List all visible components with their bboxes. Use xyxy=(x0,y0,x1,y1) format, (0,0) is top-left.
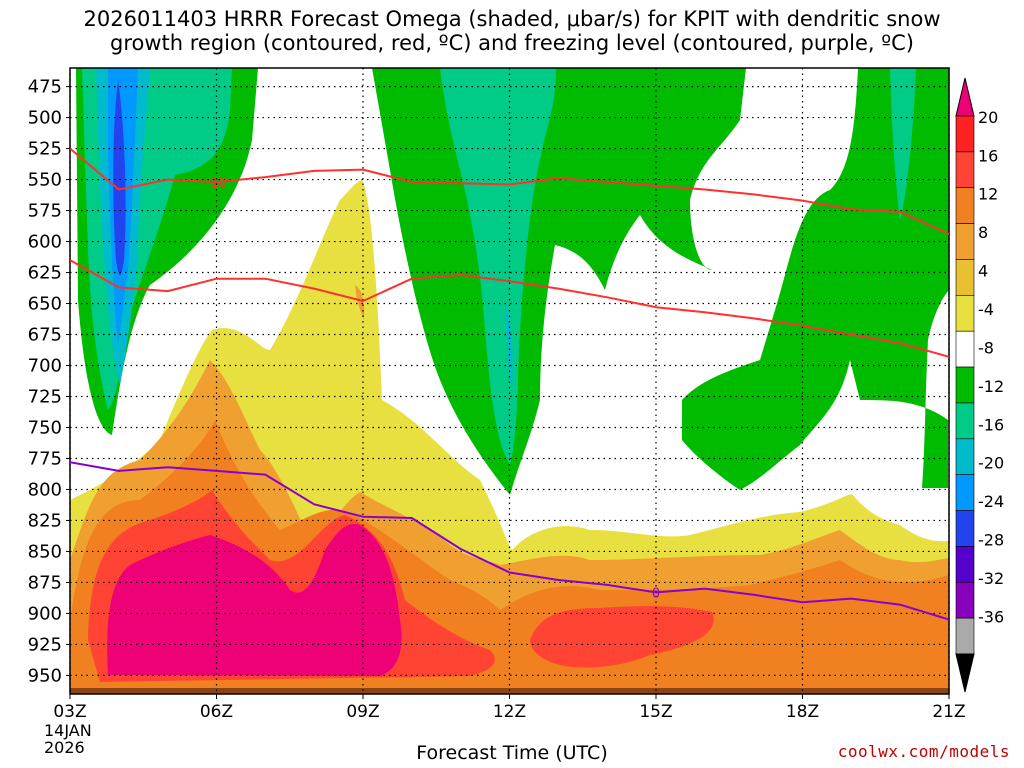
colorbar-swatch xyxy=(955,295,975,332)
colorbar-label: 16 xyxy=(978,146,998,165)
y-tick-label: 825 xyxy=(28,510,62,531)
x-tick-label: 06Z xyxy=(200,702,233,722)
colorbar-label: -8 xyxy=(978,338,994,357)
omega-colorbar: 20 16 12 8 4 -4 -8 -12 -16 -20 -24 -28 -32 -36 xyxy=(955,77,1004,693)
start-date-day: 14JAN xyxy=(44,721,92,740)
colorbar-label: 12 xyxy=(978,185,998,204)
x-tick-label: 12Z xyxy=(493,702,526,722)
colorbar-label: -20 xyxy=(978,454,1004,473)
colorbar-label: -4 xyxy=(978,300,994,319)
grid-lines xyxy=(69,68,950,694)
colorbar-swatch xyxy=(955,581,975,619)
y-tick-label: 900 xyxy=(28,603,62,624)
x-tick-label: 03Z xyxy=(53,702,86,722)
y-tick-label: 850 xyxy=(28,541,62,562)
y-tick-label: 950 xyxy=(28,665,62,686)
colorbar-label: -12 xyxy=(978,377,1004,396)
colorbar-swatch xyxy=(955,187,975,224)
colorbar-swatch xyxy=(955,402,975,440)
y-tick-label: 775 xyxy=(28,448,62,469)
colorbar-top-arrow xyxy=(955,77,975,117)
y-tick-label: 525 xyxy=(28,139,62,160)
y-tick-label: 800 xyxy=(28,479,62,500)
omega-band-minus4-right xyxy=(682,68,949,490)
colorbar-swatch xyxy=(955,223,975,260)
omega-band-plus16-east xyxy=(530,606,714,668)
x-axis-label: Forecast Time (UTC) xyxy=(416,742,608,764)
omega-band-minus12-central xyxy=(505,300,513,395)
y-tick-label: 750 xyxy=(28,417,62,438)
credit-text: coolwx.com/models xyxy=(837,742,1010,761)
omega-band-minus8-right xyxy=(890,68,916,220)
time-axis: 03Z 06Z 09Z 12Z 15Z 18Z 21Z xyxy=(53,694,966,722)
colorbar-bottom-arrow xyxy=(955,653,975,693)
pressure-axis: 475 500 525 550 575 600 625 650 675 700 725 750 775 8… xyxy=(28,77,70,686)
y-tick-label: 475 xyxy=(28,77,62,98)
x-tick-label: 21Z xyxy=(932,702,965,722)
start-date: 14JAN 2026 xyxy=(44,722,92,756)
contour-label: -18 xyxy=(206,176,227,191)
colorbar-swatch xyxy=(955,438,975,475)
contour-line xyxy=(70,147,949,236)
colorbar-label: -32 xyxy=(978,569,1004,588)
omega-band-minus20 xyxy=(113,80,126,275)
y-tick-label: 600 xyxy=(28,232,62,253)
colorbar-label: 4 xyxy=(978,262,988,281)
colorbar-label: -36 xyxy=(978,607,1004,626)
y-tick-label: 875 xyxy=(28,572,62,593)
y-tick-label: 675 xyxy=(28,325,62,346)
colorbar-label: 8 xyxy=(978,223,988,242)
temperature-contours: -18 0 xyxy=(70,147,949,621)
contour-line xyxy=(70,461,949,621)
x-tick-label: 15Z xyxy=(639,702,672,722)
chart-title-line-2: growth region (contoured, red, ºC) and f… xyxy=(110,31,914,55)
chart-title-line-1: 2026011403 HRRR Forecast Omega (shaded, … xyxy=(83,7,941,31)
y-tick-label: 700 xyxy=(28,356,62,377)
colorbar-label: -24 xyxy=(978,492,1004,511)
colorbar-swatch xyxy=(955,366,975,404)
y-tick-label: 500 xyxy=(28,108,62,129)
colorbar-swatch xyxy=(955,115,975,153)
y-tick-label: 575 xyxy=(28,201,62,222)
contour-line xyxy=(70,259,949,358)
start-date-year: 2026 xyxy=(44,738,85,757)
colorbar-swatch xyxy=(955,259,975,296)
y-tick-label: 625 xyxy=(28,263,62,284)
colorbar-label: 20 xyxy=(978,108,998,127)
omega-shaded-field xyxy=(70,68,949,694)
colorbar-label: -28 xyxy=(978,531,1004,550)
colorbar-swatch xyxy=(955,546,975,583)
y-tick-label: 725 xyxy=(28,386,62,407)
colorbar-label: -16 xyxy=(978,415,1004,434)
x-tick-label: 18Z xyxy=(786,702,819,722)
y-tick-label: 550 xyxy=(28,170,62,191)
omega-band-plus8-pocket xyxy=(355,285,365,320)
colorbar-swatch xyxy=(955,151,975,189)
omega-band-plus20 xyxy=(107,524,402,676)
contour-label: 0 xyxy=(652,586,660,601)
y-tick-label: 650 xyxy=(28,294,62,315)
colorbar-swatch xyxy=(955,474,975,511)
x-tick-label: 09Z xyxy=(346,702,379,722)
colorbar-swatch xyxy=(955,510,975,547)
colorbar-swatch xyxy=(955,330,975,368)
omega-band-minus8-central xyxy=(440,68,556,465)
y-tick-label: 925 xyxy=(28,634,62,655)
colorbar-swatch xyxy=(955,617,975,655)
